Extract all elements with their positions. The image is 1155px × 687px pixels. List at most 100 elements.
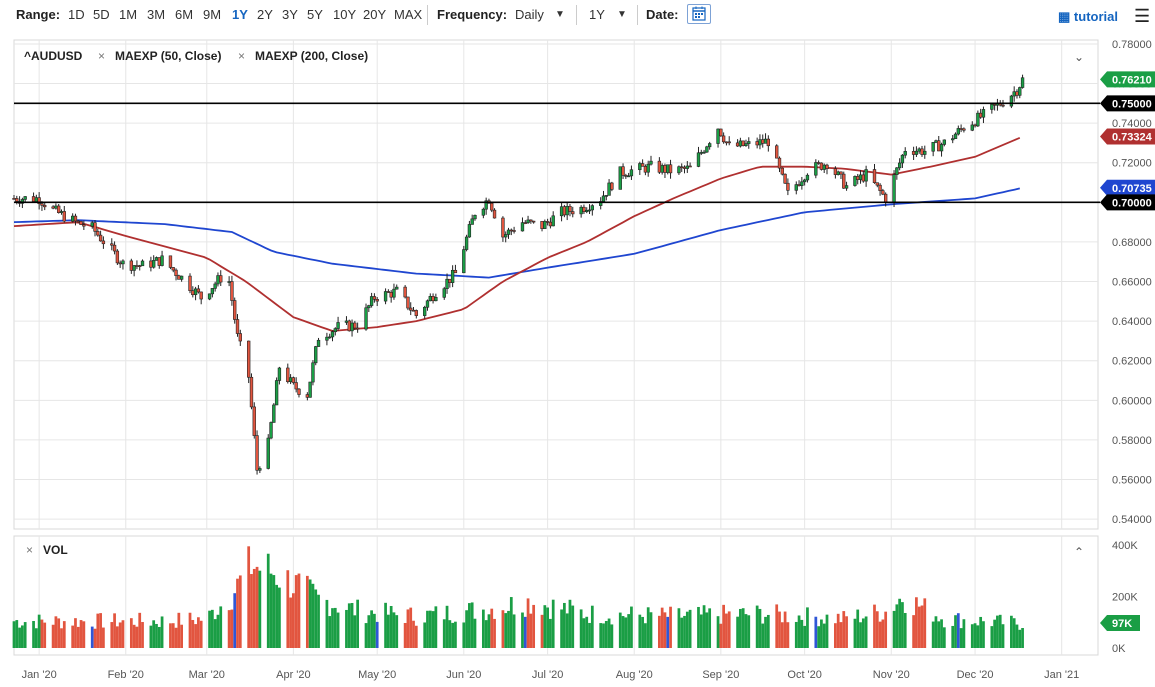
x-tick-label: Nov '20 [873,669,910,681]
remove-vol-icon[interactable]: × [26,543,33,557]
candle-body [291,377,296,383]
volume-bar [252,568,256,648]
volume-bar [979,616,983,648]
candle-body [724,141,729,144]
range-button-max[interactable]: MAX [394,7,423,22]
volume-bar [18,627,21,648]
volume-bar [903,612,907,648]
volume-bar [501,610,505,648]
candle-body [523,222,527,224]
candle-body [755,141,759,146]
candle-body [369,296,374,306]
candle-body [649,160,653,165]
volume-bar [998,614,1002,648]
volume-bar [294,575,298,648]
period-select[interactable]: 1Y [589,7,605,22]
range-button-9m[interactable]: 9M [203,7,222,22]
candle-body [512,230,516,232]
price-tag-label: 0.76210 [1112,74,1152,86]
hamburger-menu-icon[interactable]: ☰ [1134,6,1151,26]
volume-bar [646,607,650,648]
chevron-down-icon[interactable]: ▼ [555,9,565,20]
candle-body [355,327,360,330]
range-button-6m[interactable]: 6M [175,7,194,22]
candle-body [247,340,251,378]
range-button-1y[interactable]: 1Y [232,7,248,22]
y-tick-label: 0.68000 [1112,237,1152,249]
volume-bar [311,583,315,648]
calendar-icon [692,6,706,21]
volume-bar [540,614,544,648]
volume-bar [132,624,136,648]
candle-body [822,164,826,170]
candle-body [90,222,94,227]
volume-bar [800,619,804,648]
volume-bar [990,626,994,648]
candle-body [992,104,997,106]
y-tick-label: 0.62000 [1112,356,1152,368]
candle-body [758,139,762,146]
y-tick-label: 0.66000 [1112,277,1152,289]
candle-body [431,296,435,302]
volume-bar [219,606,223,648]
volume-bar [32,620,35,648]
range-button-5d[interactable]: 5D [93,7,110,22]
collapse-chevron-icon[interactable]: ⌄ [1074,50,1084,64]
range-button-1d[interactable]: 1D [68,7,85,22]
candle-body [707,143,712,148]
candle-body [168,255,173,268]
candle-body [629,169,634,177]
y-tick-label: 0.54000 [1112,514,1152,526]
tutorial-label: tutorial [1073,9,1118,24]
candle-body [794,184,798,191]
volume-bar [487,614,491,648]
tutorial-link[interactable]: ▦ tutorial [1058,9,1118,25]
range-button-1m[interactable]: 1M [119,7,138,22]
candle-body [473,214,477,220]
volume-bar [102,627,105,648]
remove-ma50-icon[interactable]: × [98,49,105,63]
volume-bar [317,594,320,648]
chevron-down-icon[interactable]: ▼ [617,9,627,20]
candle-body [277,367,282,381]
candle-body [121,260,125,265]
candle-body [959,128,963,130]
range-button-3m[interactable]: 3M [147,7,166,22]
candle-body [680,166,684,169]
x-tick-label: Jan '21 [1044,669,1079,681]
volume-bar [255,566,259,648]
volume-bar [677,608,681,648]
x-tick-label: Aug '20 [616,669,653,681]
volume-bar [766,614,770,648]
volume-bar [878,621,882,648]
range-button-2y[interactable]: 2Y [257,7,273,22]
volume-bar [210,609,214,648]
range-button-10y[interactable]: 10Y [333,7,357,22]
volume-bar [82,621,86,648]
candle-body [738,140,743,147]
volume-bar [884,611,888,648]
expand-chevron-icon[interactable]: ⌃ [1074,545,1084,559]
calendar-button[interactable] [687,4,711,24]
candle-body [920,148,924,155]
candle-body [423,306,427,316]
volume-bar [685,611,689,648]
range-button-20y[interactable]: 20Y [363,7,387,22]
range-button-3y[interactable]: 3Y [282,7,298,22]
candle-body [389,292,393,298]
frequency-select[interactable]: Daily [515,7,544,22]
candle-body [666,164,670,173]
candle-body [900,154,905,164]
volume-bar [373,613,376,648]
candle-body [269,422,273,439]
remove-ma200-icon[interactable]: × [238,49,245,63]
candle-body [294,382,298,390]
volume-bar [160,616,164,648]
candle-body [660,165,664,173]
range-button-5y[interactable]: 5Y [307,7,323,22]
volume-bar [370,610,373,648]
volume-bar [423,622,427,648]
candle-body [353,322,357,329]
volume-bar [364,623,368,648]
candle-body [895,167,899,175]
